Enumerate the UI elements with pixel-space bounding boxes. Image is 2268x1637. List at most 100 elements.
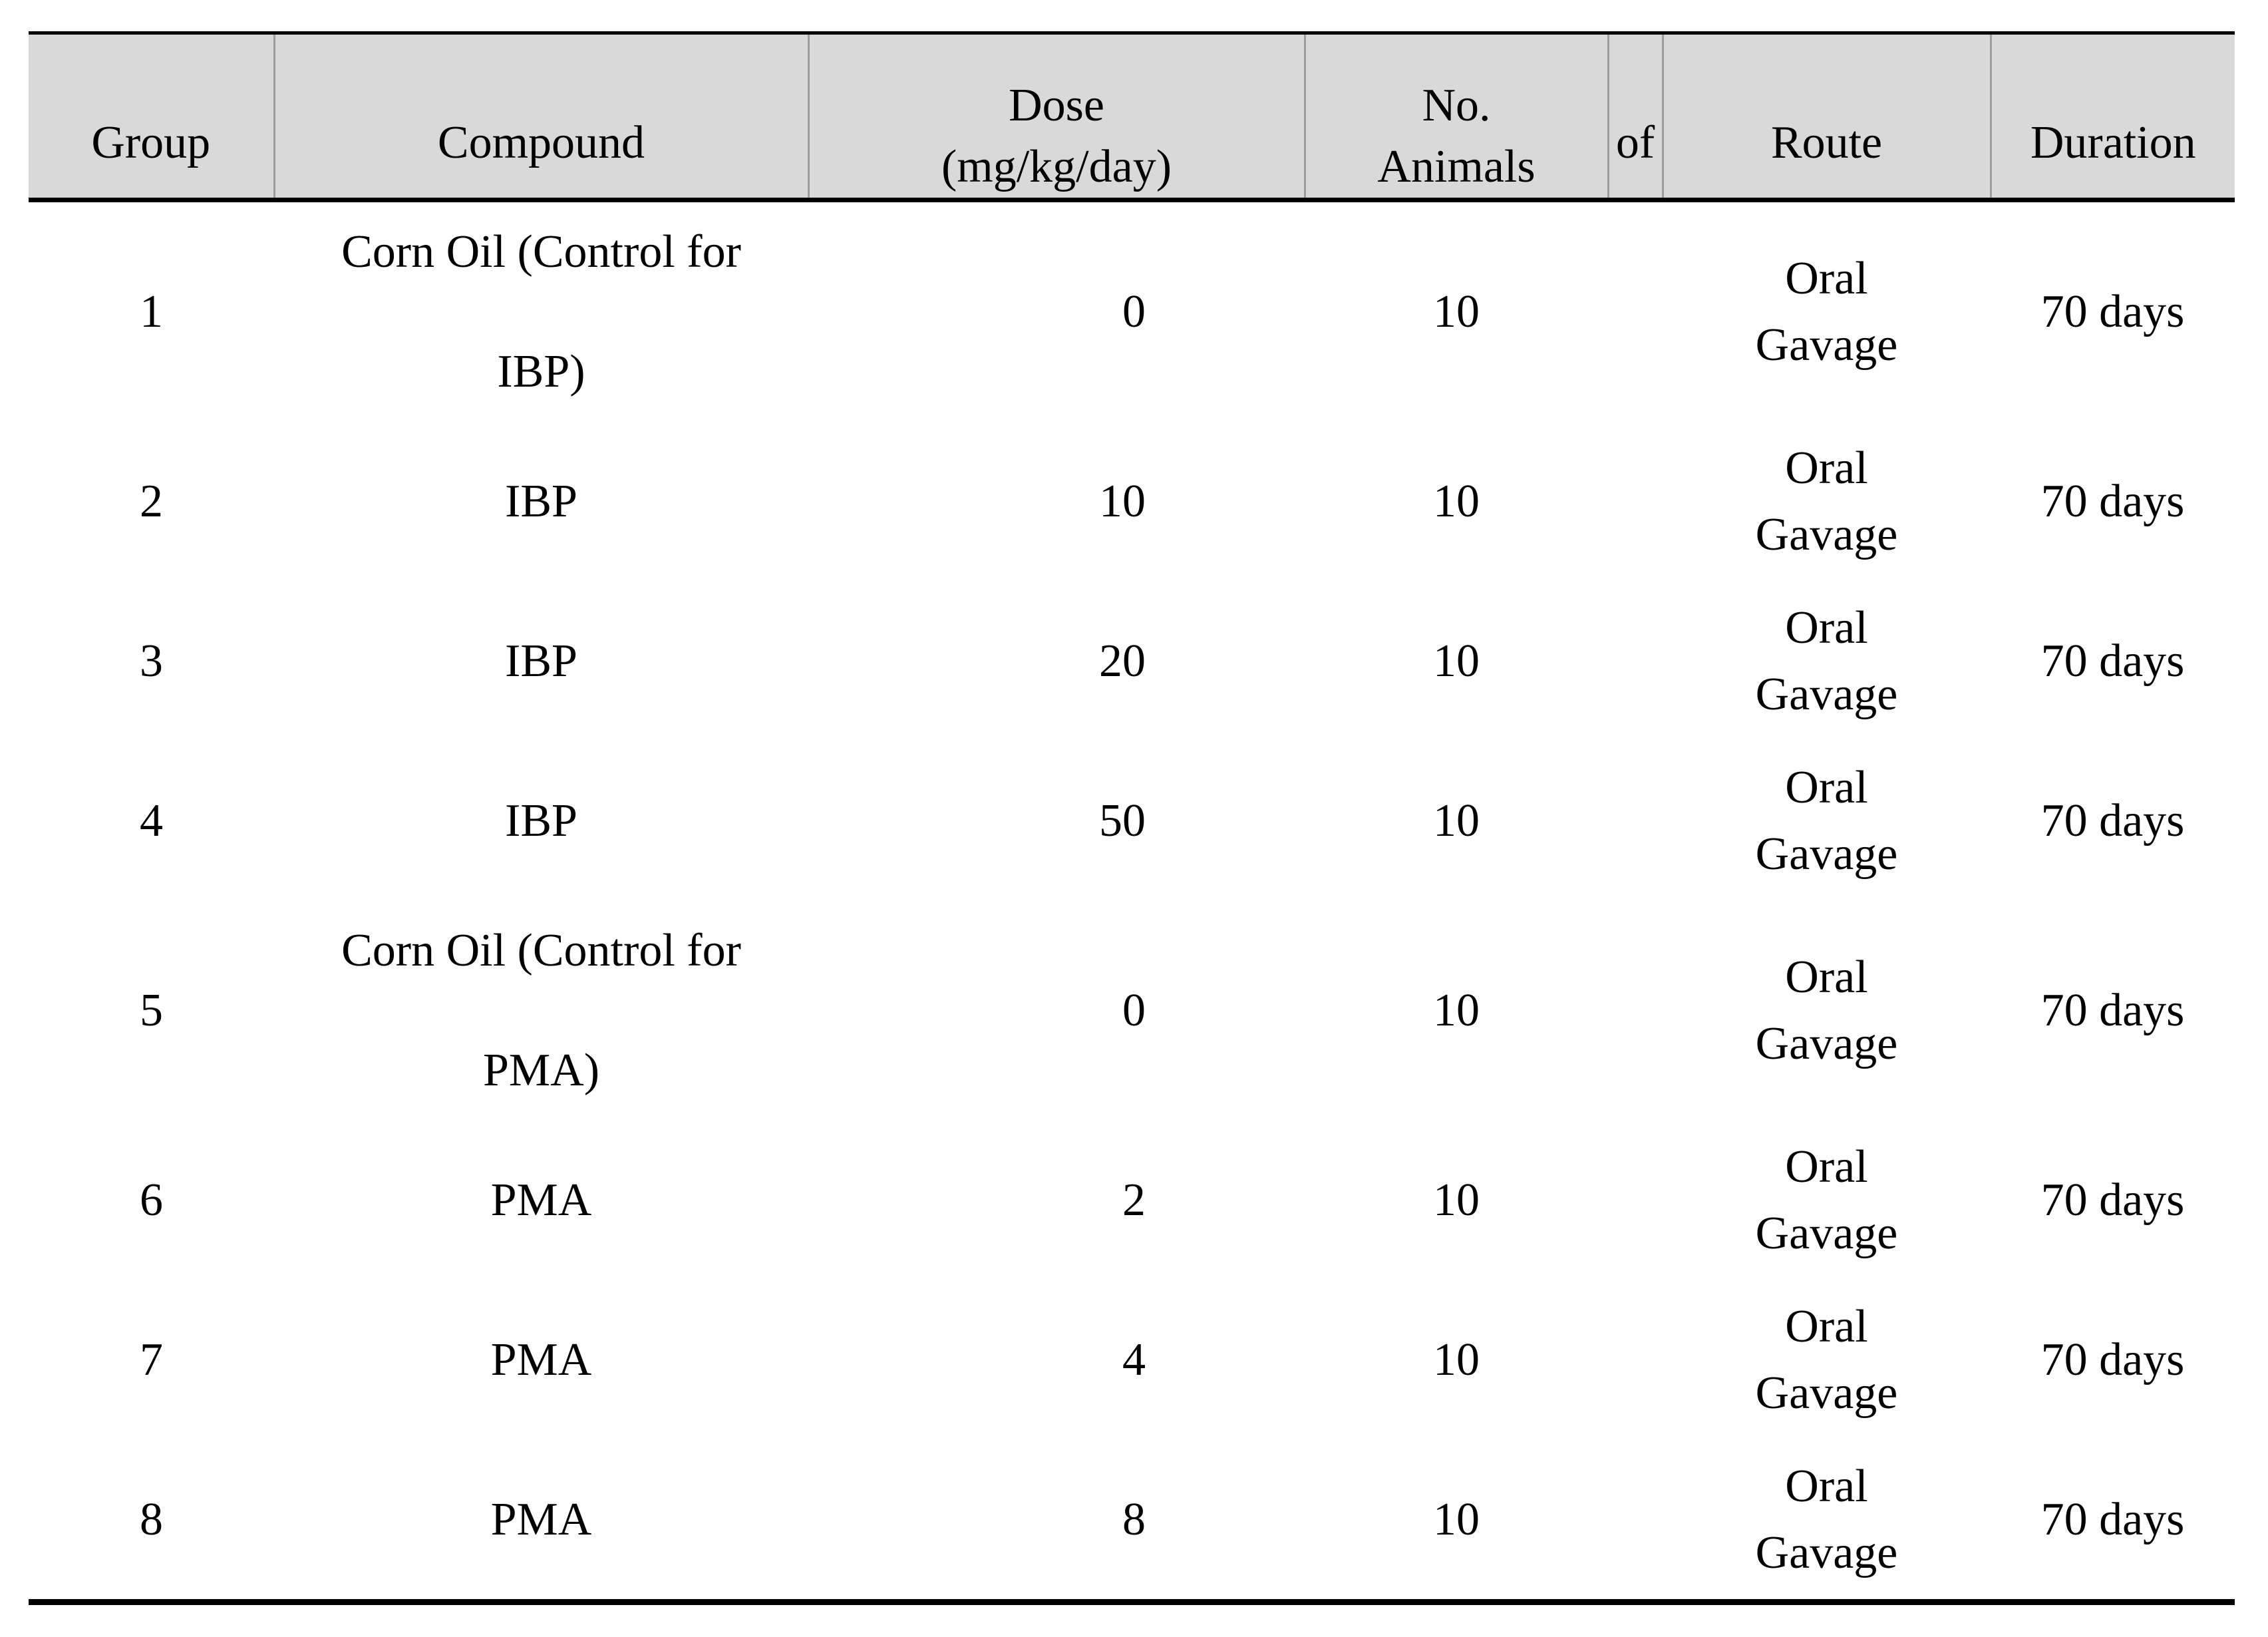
header-label: No. [1422, 80, 1491, 131]
compound-line: Corn Oil (Control for [341, 226, 741, 277]
header-cell-duration: Duration [1991, 33, 2235, 202]
header-label: Group [91, 117, 211, 168]
cell-dose: 8 [808, 1440, 1305, 1605]
header-cell-of: of [1608, 33, 1664, 202]
route-line: Gavage [1755, 1208, 1898, 1259]
cell-animals: 10 [1433, 1175, 1480, 1226]
cell-compound: IBP [274, 741, 808, 901]
cell-animals: 10 [1433, 795, 1480, 846]
route-line: Gavage [1755, 1527, 1898, 1578]
header-label: Route [1770, 117, 1883, 168]
compound-line: IBP) [497, 346, 585, 397]
table-header: Group Compound Dose (mg/kg/day) No. Anim… [29, 33, 2235, 202]
header-label: Dose [1009, 80, 1104, 131]
cell-group: 2 [140, 476, 163, 527]
cell-of [1608, 1280, 1663, 1440]
cell-of [1608, 1121, 1663, 1280]
cell-route: Oral Gavage [1663, 1121, 1991, 1280]
header-cell-group: Group [29, 33, 275, 202]
table-row: 3 IBP 20 10 Oral Gavage 70 days [29, 582, 2235, 741]
table-row: 6 PMA 2 10 Oral Gavage 70 days [29, 1121, 2235, 1280]
route-line: Oral [1785, 253, 1868, 304]
header-cell-route: Route [1663, 33, 1992, 202]
cell-duration: 70 days [2040, 1175, 2185, 1226]
route-line: Gavage [1755, 509, 1898, 560]
table-row: 7 PMA 4 10 Oral Gavage 70 days [29, 1280, 2235, 1440]
route-line: Gavage [1755, 1018, 1898, 1069]
cell-group: 3 [140, 636, 163, 687]
header-cell-dose: Dose (mg/kg/day) [808, 33, 1306, 202]
cell-animals: 10 [1433, 1334, 1480, 1385]
cell-dose: 4 [1122, 1334, 1146, 1385]
cell-group: 8 [29, 1440, 274, 1605]
cell-compound: PMA [274, 1121, 808, 1280]
cell-dose: 50 [1099, 795, 1146, 846]
route-line: Gavage [1755, 319, 1898, 371]
cell-group: 6 [140, 1175, 163, 1226]
compound-line: PMA) [482, 1045, 600, 1096]
cell-compound: IBP [274, 422, 808, 582]
header-label: Compound [437, 117, 645, 168]
cell-animals: 10 [1433, 286, 1480, 337]
table-row: 4 IBP 50 10 Oral Gavage 70 days [29, 741, 2235, 901]
cell-duration: 70 days [2040, 795, 2185, 846]
cell-route: Oral Gavage [1663, 901, 1991, 1121]
cell-of [1608, 422, 1663, 582]
cell-animals: 10 [1433, 985, 1480, 1036]
table-row: 2 IBP 10 10 Oral Gavage 70 days [29, 422, 2235, 582]
cell-group: 4 [140, 795, 163, 846]
cell-of [1608, 741, 1663, 901]
cell-route: Oral Gavage [1663, 200, 1991, 423]
compound-line: PMA [490, 1175, 592, 1226]
table-row: 1 Corn Oil (Control for IBP) 0 10 Oral G… [29, 200, 2235, 423]
cell-route: Oral Gavage [1663, 1280, 1991, 1440]
cell-route: Oral Gavage [1663, 582, 1991, 741]
table-row: 5 Corn Oil (Control for PMA) 0 10 Oral G… [29, 901, 2235, 1121]
table-row: 8 PMA 8 10 Oral Gavage 70 days [29, 1440, 2235, 1605]
route-line: Oral [1785, 762, 1868, 813]
compound-line: Corn Oil (Control for [341, 925, 741, 976]
cell-duration: 70 days [1991, 1440, 2235, 1605]
route-line: Gavage [1755, 669, 1898, 720]
cell-duration: 70 days [2040, 1334, 2185, 1385]
cell-compound: Corn Oil (Control for IBP) [274, 200, 808, 423]
header-row: Group Compound Dose (mg/kg/day) No. Anim… [29, 33, 2235, 202]
route-line: Gavage [1755, 828, 1898, 880]
cell-group: 5 [140, 985, 163, 1036]
header-cell-compound: Compound [274, 33, 810, 202]
cell-group: 1 [140, 286, 163, 337]
cell-animals: 10 [1433, 476, 1480, 527]
route-line: Oral [1785, 1301, 1868, 1352]
header-label: Duration [2030, 117, 2196, 168]
route-line: Oral [1785, 1460, 1868, 1512]
cell-animals: 10 [1305, 1440, 1608, 1605]
compound-line: IBP [505, 795, 577, 846]
header-label: (mg/kg/day) [941, 141, 1172, 192]
route-line: Gavage [1755, 1367, 1898, 1419]
cell-animals: 10 [1433, 636, 1480, 687]
cell-of [1608, 1440, 1663, 1605]
cell-duration: 70 days [2040, 476, 2185, 527]
route-line: Oral [1785, 602, 1868, 653]
cell-route: Oral Gavage [1663, 741, 1991, 901]
route-line: Oral [1785, 952, 1868, 1003]
compound-line: PMA [490, 1334, 592, 1385]
compound-line: IBP [505, 476, 577, 527]
cell-route: Oral Gavage [1663, 422, 1991, 582]
cell-of [1608, 200, 1663, 423]
cell-dose: 2 [1122, 1175, 1146, 1226]
compound-line: PMA [490, 1493, 592, 1545]
cell-compound: Corn Oil (Control for PMA) [274, 901, 808, 1121]
cell-compound: IBP [274, 582, 808, 741]
compound-line: IBP [505, 636, 577, 687]
study-design-table: Group Compound Dose (mg/kg/day) No. Anim… [29, 31, 2235, 1605]
route-line: Oral [1785, 443, 1868, 494]
header-label: Animals [1377, 141, 1536, 192]
route-line: Oral [1785, 1141, 1868, 1192]
cell-route: Oral Gavage [1663, 1440, 1991, 1605]
cell-dose: 20 [1099, 636, 1146, 687]
cell-compound: PMA [274, 1440, 808, 1605]
cell-compound: PMA [274, 1280, 808, 1440]
table-body: 1 Corn Oil (Control for IBP) 0 10 Oral G… [29, 200, 2235, 1605]
header-label: of [1615, 117, 1655, 168]
